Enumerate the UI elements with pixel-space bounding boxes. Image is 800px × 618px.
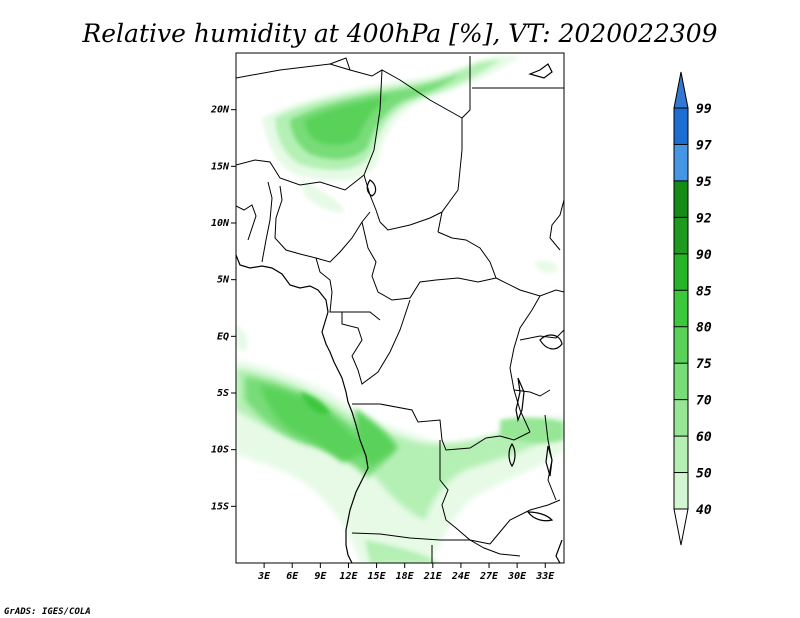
- border-benin: [261, 181, 273, 263]
- lake-mweru: [508, 442, 516, 468]
- colorbar-segment: [674, 253, 688, 291]
- colorbar-label: 92: [696, 211, 712, 226]
- lon-tick-label: 3E: [257, 571, 271, 582]
- lake-malawi: [545, 445, 553, 477]
- lon-tick-label: 24E: [451, 571, 471, 582]
- border-drc-east: [509, 295, 541, 433]
- longitude-axis: 3E 6E 9E 12E 15E 18E 21E 24E 27E 30E 33E: [257, 563, 555, 582]
- latitude-axis: 20N 15N 10N 5N EQ 5S 10S 15S: [210, 105, 236, 512]
- border-togo: [236, 204, 257, 241]
- political-borders: [236, 56, 564, 563]
- colorbar-segment: [674, 290, 688, 327]
- lon-tick-label: 33E: [535, 571, 555, 582]
- colorbar-segment: [674, 108, 688, 145]
- colorbar-label: 95: [696, 175, 712, 190]
- lat-tick-label: EQ: [217, 331, 229, 342]
- humidity-band-south: [236, 260, 564, 563]
- border-chad-car-north: [379, 211, 443, 231]
- lat-tick-label: 5S: [217, 388, 229, 399]
- lon-tick-label: 30E: [507, 571, 527, 582]
- atlantic-coastline: [236, 254, 369, 563]
- colorbar-segment: [674, 399, 688, 437]
- lon-tick-label: 18E: [396, 571, 415, 582]
- colorbar: 40 50 60 70 75 80 85 90 92 95 97 99: [673, 71, 712, 546]
- border-algeria: [329, 57, 351, 71]
- humidity-field: [236, 56, 564, 563]
- colorbar-segment: [674, 180, 688, 218]
- colorbar-label: 80: [696, 321, 712, 336]
- colorbar-label: 60: [696, 430, 712, 445]
- border-south-sudan: [495, 277, 564, 297]
- colorbar-segment: [674, 217, 688, 254]
- border-sudan-east: [549, 199, 564, 251]
- lat-tick-label: 20N: [210, 105, 230, 116]
- border-zambia-zimbabwe: [489, 499, 561, 545]
- lon-tick-label: 9E: [314, 571, 327, 582]
- colorbar-label: 50: [696, 467, 712, 482]
- lake-chad: [366, 179, 377, 197]
- colorbar-top-arrow: [673, 71, 689, 109]
- map-title: Relative humidity at 400hPa [%], VT: 202…: [81, 19, 717, 48]
- lon-tick-label: 12E: [339, 571, 358, 582]
- lake-victoria: [539, 334, 563, 350]
- border-egypt-libya: [461, 56, 471, 119]
- border-angola-east: [439, 440, 491, 545]
- border-gabon-congo: [341, 299, 411, 385]
- lake-kariba: [526, 511, 554, 522]
- lat-tick-label: 15N: [211, 161, 230, 172]
- mozambique-coast: [555, 539, 563, 563]
- border-drc-south: [352, 403, 531, 451]
- lon-tick-label: 6E: [286, 571, 299, 582]
- colorbar-segment: [674, 326, 688, 364]
- lon-tick-label: 15E: [368, 571, 387, 582]
- border-caprivi: [469, 539, 521, 557]
- colorbar-label: 70: [696, 394, 712, 409]
- lat-tick-label: 10S: [211, 445, 229, 456]
- colorbar-label: 40: [696, 503, 712, 518]
- humidity-plume-north: [262, 56, 520, 213]
- colorbar-segment: [674, 363, 688, 400]
- colorbar-label: 85: [696, 284, 712, 299]
- grads-credit: GrADS: IGES/COLA: [4, 607, 91, 617]
- lat-tick-label: 15S: [211, 501, 229, 512]
- colorbar-segment: [674, 472, 688, 509]
- border-namibia: [351, 532, 470, 541]
- border-sahara: [236, 63, 463, 233]
- colorbar-label: 97: [696, 138, 712, 153]
- border-niger-south: [236, 159, 365, 191]
- lat-tick-label: 10N: [211, 218, 230, 229]
- border-cameroon: [315, 257, 381, 321]
- lake-tanganyika: [515, 377, 525, 423]
- sinai-coast: [528, 63, 553, 79]
- lon-tick-label: 21E: [423, 571, 443, 582]
- colorbar-segment: [674, 144, 688, 181]
- border-nigeria: [274, 185, 371, 263]
- border-car: [361, 221, 497, 301]
- lat-tick-label: 5N: [217, 275, 230, 286]
- colorbar-label: 90: [696, 248, 712, 263]
- border-tanzania: [513, 389, 551, 397]
- colorbar-segment: [674, 436, 688, 473]
- colorbar-label: 75: [696, 357, 712, 372]
- lon-tick-label: 27E: [479, 571, 499, 582]
- border-uganda: [519, 329, 564, 341]
- map-frame: [235, 52, 565, 564]
- colorbar-bottom-arrow: [673, 508, 689, 546]
- colorbar-label: 99: [696, 102, 712, 117]
